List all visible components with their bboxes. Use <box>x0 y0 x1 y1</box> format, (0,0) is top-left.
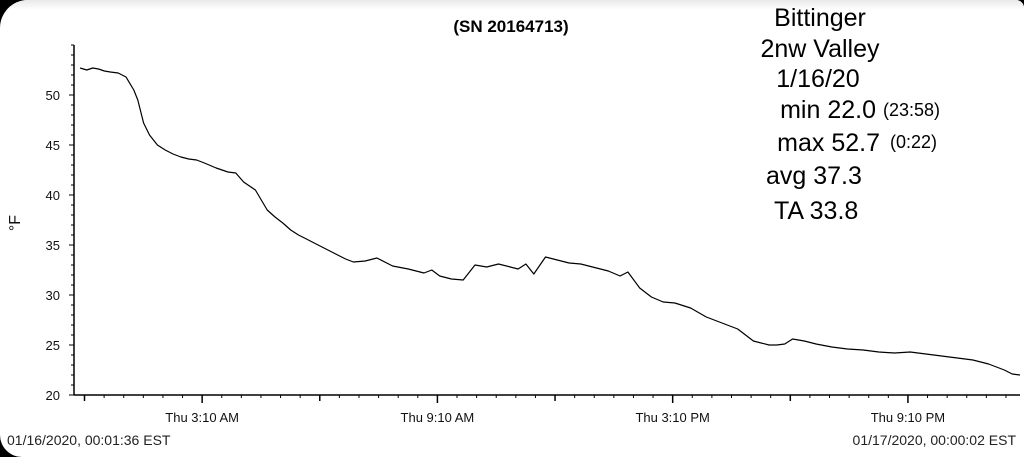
annotation-line: TA 33.8 <box>774 197 858 225</box>
y-tick-label: 30 <box>46 288 60 303</box>
temperature-series-line <box>79 67 1021 376</box>
annotation-line: Bittinger <box>774 4 866 32</box>
range-start-label: 01/16/2020, 00:01:36 EST <box>7 432 171 448</box>
axes <box>73 45 1020 396</box>
y-tick-label: 20 <box>46 388 60 403</box>
chart-title: (SN 20164713) <box>453 17 568 36</box>
y-tick-label: 25 <box>46 338 60 353</box>
top-bar <box>0 0 1024 10</box>
x-tick-label: Thu 3:10 AM <box>165 410 239 425</box>
y-ticks: 20 25 30 35 40 45 50 <box>46 44 74 403</box>
annotation-line: 2nw Valley <box>760 35 880 63</box>
y-tick-label: 45 <box>46 138 60 153</box>
x-tick-label: Thu 9:10 AM <box>401 410 475 425</box>
annotation-time-note: (0:22) <box>890 132 937 152</box>
annotation-time-note: (23:58) <box>883 100 940 120</box>
x-tick-label: Thu 3:10 PM <box>635 410 709 425</box>
x-tick-label: Thu 9:10 PM <box>871 410 945 425</box>
x-ticks: Thu 3:10 AM Thu 9:10 AM Thu 3:10 PM Thu 9:1… <box>83 395 1007 425</box>
annotation-line: min 22.0 <box>780 96 876 124</box>
y-axis-title: °F <box>7 215 24 231</box>
annotation-line: max 52.7 <box>777 129 880 157</box>
series-layer <box>79 67 1021 376</box>
annotation-line: 1/16/20 <box>776 65 859 93</box>
annotation-line: avg 37.3 <box>766 162 862 190</box>
y-tick-label: 50 <box>46 88 60 103</box>
y-tick-label: 35 <box>46 238 60 253</box>
range-end-label: 01/17/2020, 00:00:02 EST <box>853 432 1017 448</box>
y-tick-label: 40 <box>46 188 60 203</box>
